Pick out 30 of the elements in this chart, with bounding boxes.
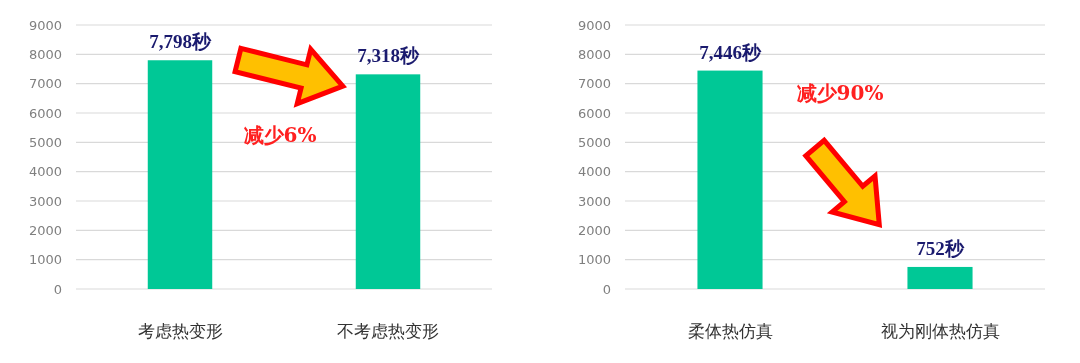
x-tick-label: 不考虑热变形 xyxy=(337,321,439,341)
y-tick-label: 2000 xyxy=(577,222,611,238)
y-tick-label: 5000 xyxy=(577,134,611,150)
data-label: 7,318秒 xyxy=(357,45,420,67)
y-tick-label: 2000 xyxy=(28,222,62,238)
y-tick-label: 9000 xyxy=(577,17,611,33)
y-tick-label: 3000 xyxy=(28,193,62,209)
y-tick-label: 3000 xyxy=(577,193,611,209)
y-tick-label: 7000 xyxy=(577,76,611,92)
y-tick-label: 5000 xyxy=(28,134,62,150)
y-tick-label: 9000 xyxy=(28,17,62,33)
y-tick-label: 1000 xyxy=(577,252,611,268)
data-label: 752秒 xyxy=(916,237,965,259)
y-tick-label: 7000 xyxy=(28,76,62,92)
y-tick-label: 6000 xyxy=(28,105,62,121)
x-tick-label: 柔体热仿真 xyxy=(687,321,773,341)
annotation: 减少90% xyxy=(796,81,884,105)
y-tick-label: 6000 xyxy=(577,105,611,121)
y-tick-label: 4000 xyxy=(577,164,611,180)
y-tick-label: 1000 xyxy=(28,252,62,268)
data-label: 7,446秒 xyxy=(699,41,762,63)
annotation: 减少6% xyxy=(243,123,317,147)
data-label: 7,798秒 xyxy=(149,31,212,53)
y-tick-label: 8000 xyxy=(577,46,611,62)
x-tick-label: 考虑热变形 xyxy=(137,321,223,341)
y-tick-label: 8000 xyxy=(28,46,62,62)
y-tick-label: 0 xyxy=(602,281,611,297)
y-tick-label: 4000 xyxy=(28,164,62,180)
x-tick-label: 视为刚体热仿真 xyxy=(880,321,1000,341)
y-tick-label: 0 xyxy=(53,281,62,297)
